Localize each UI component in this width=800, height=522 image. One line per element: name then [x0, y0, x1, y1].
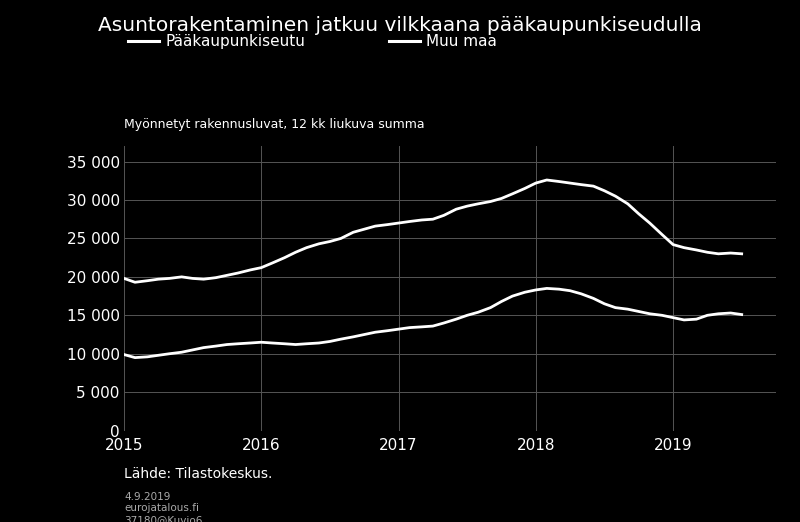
Pääkaupunkiseutu: [199, 276, 209, 282]
Pääkaupunkiseutu: [280, 255, 290, 261]
Text: 4.9.2019
eurojatalous.fi
37180@Kuvio6: 4.9.2019 eurojatalous.fi 37180@Kuvio6: [124, 492, 202, 522]
Muu maa: [737, 312, 746, 318]
Text: Lähde: Tilastokeskus.: Lähde: Tilastokeskus.: [124, 467, 272, 481]
Muu maa: [119, 351, 129, 358]
Line: Pääkaupunkiseutu: Pääkaupunkiseutu: [124, 180, 742, 282]
Pääkaupunkiseutu: [359, 226, 369, 232]
Pääkaupunkiseutu: [542, 177, 551, 183]
Line: Muu maa: Muu maa: [124, 288, 742, 358]
Pääkaupunkiseutu: [246, 267, 255, 273]
Pääkaupunkiseutu: [130, 279, 140, 286]
Muu maa: [199, 345, 209, 351]
Pääkaupunkiseutu: [691, 247, 701, 253]
Legend: Pääkaupunkiseutu, Muu maa: Pääkaupunkiseutu, Muu maa: [128, 34, 497, 49]
Muu maa: [691, 316, 701, 322]
Muu maa: [130, 354, 140, 361]
Text: Myönnetyt rakennusluvat, 12 kk liukuva summa: Myönnetyt rakennusluvat, 12 kk liukuva s…: [124, 118, 425, 130]
Muu maa: [359, 331, 369, 338]
Muu maa: [280, 341, 290, 347]
Text: Asuntorakentaminen jatkuu vilkkaana pääkaupunkiseudulla: Asuntorakentaminen jatkuu vilkkaana pääk…: [98, 16, 702, 34]
Muu maa: [726, 310, 735, 316]
Pääkaupunkiseutu: [737, 251, 746, 257]
Muu maa: [542, 285, 551, 291]
Pääkaupunkiseutu: [119, 275, 129, 281]
Pääkaupunkiseutu: [726, 250, 735, 256]
Muu maa: [246, 340, 255, 346]
